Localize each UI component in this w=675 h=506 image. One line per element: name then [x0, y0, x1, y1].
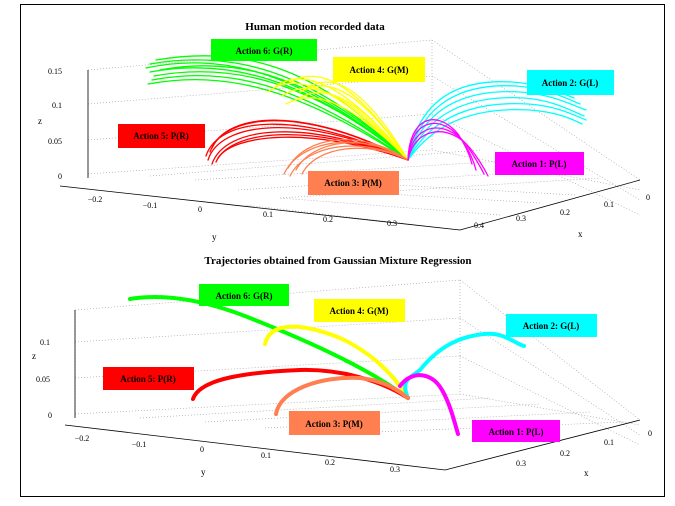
label-text: Action 4: G(M) [350, 65, 409, 75]
panel-1-trajectories [145, 55, 587, 177]
z-tick: 0.05 [36, 375, 50, 384]
label-text: Action 5: P(R) [120, 374, 176, 384]
action-4-label: Action 4: G(M) [314, 299, 405, 322]
y-tick: 0.1 [263, 210, 273, 219]
z-tick: 0 [58, 172, 62, 181]
label-text: Action 4: G(M) [330, 306, 389, 316]
action-2-label: Action 2: G(L) [506, 314, 597, 337]
x-tick: 0.1 [604, 438, 614, 447]
y-tick: 0.3 [390, 465, 400, 474]
panel-1-axes [59, 70, 641, 231]
action-1-label: Action 1: P(L) [472, 420, 560, 442]
trajectory-bundle-action-4 [267, 75, 409, 161]
action-6-label: Action 6: G(R) [199, 284, 289, 306]
z-tick: 0 [48, 411, 52, 420]
trajectory-action-1 [398, 373, 460, 436]
z-axis-label: z [38, 116, 42, 126]
label-text: Action 1: P(L) [489, 427, 544, 437]
y-tick: −0.2 [88, 195, 103, 204]
z-tick: 0.1 [52, 101, 62, 110]
panel-recorded: Human motion recorded data 0 0.05 0.1 0.… [38, 21, 650, 242]
label-text: Action 6: G(R) [236, 46, 293, 56]
y-tick: 0.3 [387, 219, 397, 228]
trajectory-bundle-action-6 [145, 55, 409, 161]
y-tick: 0.2 [325, 458, 335, 467]
y-axis-label: y [201, 467, 206, 477]
trajectory-action-6 [128, 295, 410, 400]
x-tick: 0.2 [560, 449, 570, 458]
action-5-label: Action 5: P(R) [103, 367, 194, 390]
trajectory-bundle-action-1 [407, 119, 489, 177]
action-4-label: Action 4: G(M) [333, 57, 425, 82]
action-5-label: Action 5: P(R) [118, 124, 205, 148]
y-tick: 0.1 [261, 451, 271, 460]
label-text: Action 1: P(L) [512, 159, 567, 169]
x-tick: 0.3 [516, 214, 526, 223]
label-text: Action 2: G(L) [542, 78, 599, 88]
trajectory-action-3 [274, 375, 410, 416]
trajectory-action-4 [263, 324, 410, 400]
action-2-label: Action 2: G(L) [527, 70, 614, 95]
x-tick: 0.4 [474, 221, 484, 230]
x-tick: 0 [648, 429, 652, 438]
x-tick: 0.1 [604, 200, 614, 209]
panel-2-title: Trajectories obtained from Gaussian Mixt… [204, 255, 471, 267]
action-1-label: Action 1: P(L) [495, 152, 584, 175]
y-tick: 0 [198, 205, 202, 214]
label-text: Action 5: P(R) [133, 131, 189, 141]
action-3-label: Action 3: P(M) [308, 171, 399, 195]
y-axis-label: y [212, 232, 217, 242]
x-axis-label: x [578, 229, 583, 239]
y-tick: 0.2 [323, 215, 333, 224]
x-tick: 0 [646, 193, 650, 202]
panel-gmr: Trajectories obtained from Gaussian Mixt… [32, 255, 652, 478]
z-tick: 0.05 [48, 137, 62, 146]
action-3-label: Action 3: P(M) [289, 411, 380, 435]
y-tick: 0 [200, 445, 204, 454]
z-axis-label: z [32, 351, 36, 361]
z-tick: 0.15 [48, 67, 62, 76]
y-tick: −0.2 [75, 434, 90, 443]
label-text: Action 2: G(L) [523, 321, 580, 331]
label-text: Action 6: G(R) [216, 291, 273, 301]
label-text: Action 3: P(M) [324, 178, 381, 188]
panel-2-axes [64, 310, 641, 471]
y-tick: −0.1 [143, 201, 158, 210]
panel-2-trajectories [128, 295, 526, 436]
y-tick: −0.1 [132, 440, 147, 449]
x-tick: 0.3 [516, 459, 526, 468]
x-tick: 0.2 [560, 208, 570, 217]
x-axis-label: x [584, 468, 589, 478]
label-text: Action 3: P(M) [305, 419, 362, 429]
panel-1-title: Human motion recorded data [245, 21, 385, 33]
trajectory-bundle-action-3 [283, 139, 409, 177]
z-tick: 0.1 [40, 338, 50, 347]
action-6-label: Action 6: G(R) [211, 39, 317, 61]
